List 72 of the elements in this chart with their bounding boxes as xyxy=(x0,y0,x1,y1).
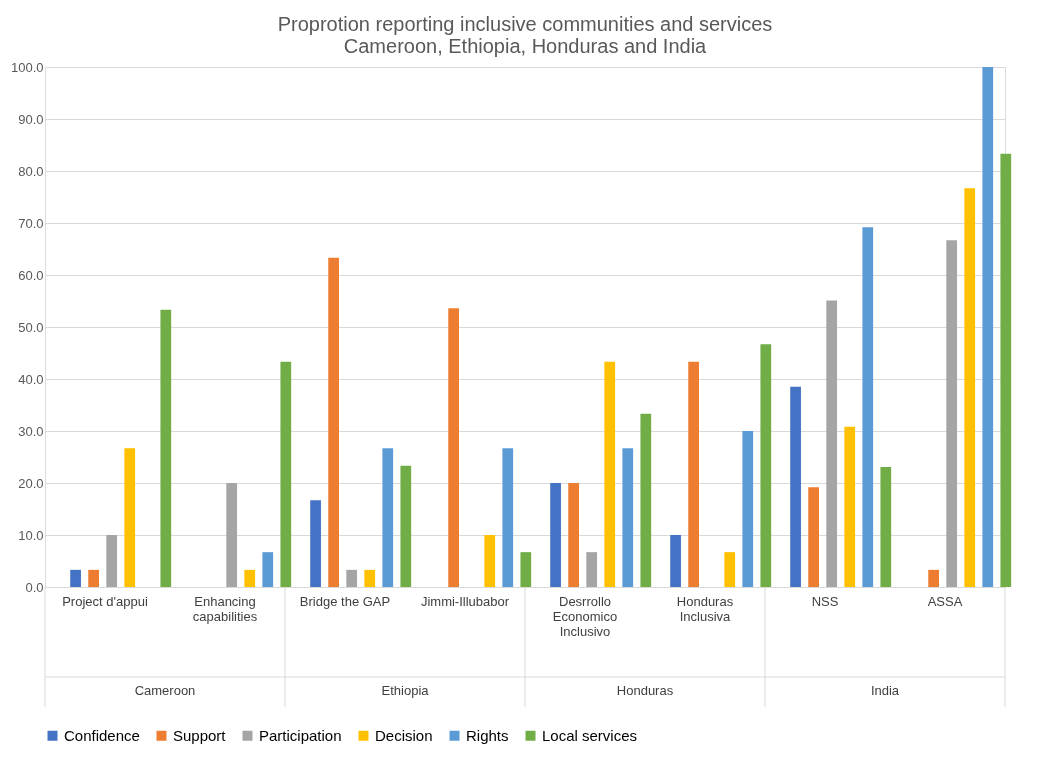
bar xyxy=(604,361,616,587)
bar xyxy=(724,552,736,587)
bar xyxy=(244,569,256,587)
y-tick-label: 90.0 xyxy=(18,111,44,127)
bar xyxy=(964,188,976,587)
bar xyxy=(382,448,394,587)
bar xyxy=(760,344,772,587)
y-tick-label: 60.0 xyxy=(18,267,44,283)
x-tick-label: Enhancing capabilities xyxy=(192,593,258,624)
x-tick-label: Desrrollo Economico Inclusivo xyxy=(552,593,618,639)
bar xyxy=(328,257,339,587)
bar xyxy=(70,569,81,587)
bar xyxy=(622,448,634,587)
x-tick-label: Jimmi-Illubabor xyxy=(420,593,510,609)
bar xyxy=(790,386,801,587)
bar xyxy=(502,448,514,587)
bar xyxy=(844,426,856,587)
bar xyxy=(160,309,172,587)
bar xyxy=(106,535,118,587)
bar xyxy=(310,500,321,587)
legend-label: Confidence xyxy=(64,726,140,744)
bar xyxy=(124,448,136,587)
y-tick-label: 20.0 xyxy=(18,475,44,491)
text: Cameroon xyxy=(134,683,196,698)
bar xyxy=(946,240,958,587)
y-tick-label: 50.0 xyxy=(18,319,44,335)
y-tick-label: 30.0 xyxy=(18,423,44,439)
bar xyxy=(448,308,459,587)
bar xyxy=(862,227,874,587)
text: India xyxy=(870,683,900,698)
y-tick-label: 70.0 xyxy=(18,215,44,231)
bar xyxy=(670,535,681,587)
y-tick-label: 0.0 xyxy=(25,579,44,595)
x-tick-label: Honduras Inclusiva xyxy=(676,593,734,624)
text: Proprotion reporting inclusive communities and services xyxy=(277,13,773,35)
text: Cameroon, Ethiopia, Honduras and India xyxy=(343,35,707,57)
y-tick-label: 10.0 xyxy=(18,527,44,543)
bar xyxy=(568,483,579,587)
legend-label: Rights xyxy=(466,726,509,744)
bar xyxy=(280,361,292,587)
text: Honduras xyxy=(616,683,674,698)
bar xyxy=(742,431,754,587)
bar xyxy=(262,552,274,587)
bar xyxy=(346,569,358,587)
bar xyxy=(400,465,412,587)
bar xyxy=(226,483,238,587)
x-tick-label: ASSA xyxy=(927,593,963,609)
bar xyxy=(880,466,892,587)
bar xyxy=(640,413,652,587)
bar xyxy=(1000,153,1012,587)
bar xyxy=(520,552,532,587)
legend-label: Local services xyxy=(542,726,638,744)
bar xyxy=(826,300,838,587)
bar xyxy=(364,569,376,587)
x-tick-label: Bridge the GAP xyxy=(299,593,391,609)
bar xyxy=(550,483,561,587)
legend-label: Support xyxy=(173,726,227,744)
bar xyxy=(808,487,819,587)
bar xyxy=(928,569,939,587)
bar xyxy=(484,535,496,587)
x-tick-label: NSS xyxy=(811,593,839,609)
bar xyxy=(586,552,598,587)
legend-label: Participation xyxy=(259,726,342,744)
bar xyxy=(688,361,699,587)
legend-label: Decision xyxy=(375,726,433,744)
bar xyxy=(982,67,994,587)
x-tick-label: Project d'appui xyxy=(62,593,148,609)
y-tick-label: 80.0 xyxy=(18,163,44,179)
y-tick-label: 40.0 xyxy=(18,371,44,387)
bar xyxy=(88,569,99,587)
y-tick-label: 100.0 xyxy=(10,59,44,75)
text: Ethiopia xyxy=(381,683,430,698)
